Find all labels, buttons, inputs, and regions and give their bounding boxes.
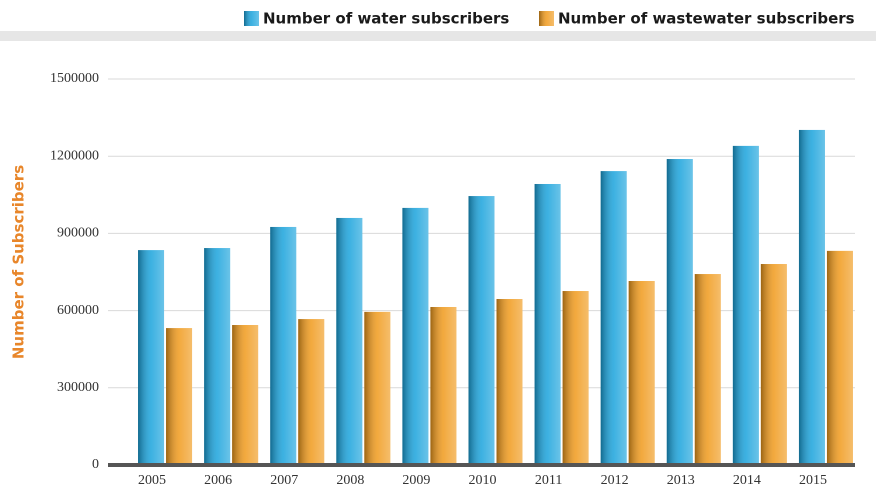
y-tick-label: 1500000 [50,71,99,86]
y-tick-label: 900000 [57,226,99,241]
bar-shine [666,159,693,463]
bar-shine [166,328,193,463]
bar-shine [826,250,853,463]
x-tick-label: 2009 [402,473,430,488]
bar-shine [270,226,297,463]
y-tick-label: 600000 [57,303,99,318]
x-tick-label: 2010 [469,473,497,488]
bar-shine [336,217,363,463]
x-tick-label: 2007 [270,473,298,488]
bar-shine [732,145,759,463]
bar-shine [204,248,231,463]
x-tick-label: 2011 [535,473,562,488]
header-band [0,31,876,41]
bar-shine [600,171,627,463]
x-tick-label: 2013 [667,473,695,488]
legend-label: Number of water subscribers [263,10,509,28]
x-tick-label: 2014 [733,473,761,488]
x-tick-label: 2015 [799,473,827,488]
bar-shine [138,250,165,463]
x-tick-label: 2006 [204,473,232,488]
bar-shine [232,325,259,463]
bar-shine [402,207,429,463]
y-tick-label: 1200000 [50,148,99,163]
y-axis-label: Number of Subscribers [10,165,28,359]
bar-shine [430,306,457,463]
bar-shine [760,264,787,463]
bar-shine [628,281,655,463]
bar-shine [798,129,825,463]
bar-shine [496,299,523,463]
bar-shine [364,311,391,463]
bar-shine [468,196,495,463]
legend-label: Number of wastewater subscribers [558,10,855,28]
x-tick-label: 2012 [601,473,629,488]
bar-shine [298,319,325,463]
y-tick-label: 0 [92,457,99,472]
bar-shine [534,183,561,463]
bar-shine [562,291,589,463]
y-tick-label: 300000 [57,380,99,395]
x-tick-label: 2005 [138,473,166,488]
x-tick-label: 2008 [336,473,364,488]
bar-shine [694,274,721,463]
legend-swatch-shine [244,11,259,26]
legend-swatch-shine [539,11,554,26]
